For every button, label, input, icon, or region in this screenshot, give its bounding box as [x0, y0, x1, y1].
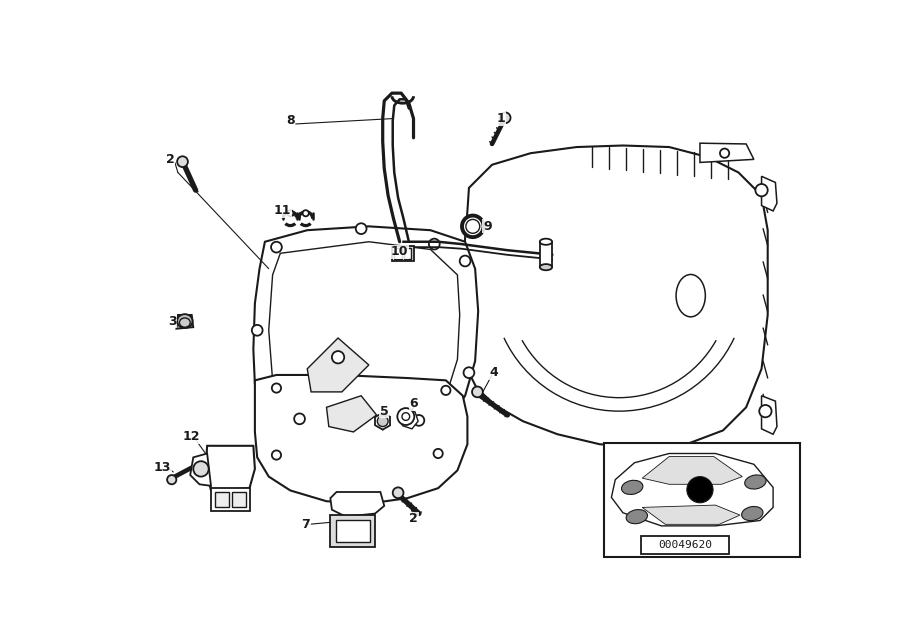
Ellipse shape	[626, 509, 647, 524]
Bar	[211, 488, 249, 511]
Text: 6: 6	[410, 397, 418, 410]
Circle shape	[466, 220, 480, 233]
Circle shape	[462, 215, 483, 237]
Circle shape	[397, 408, 414, 425]
Polygon shape	[540, 242, 552, 267]
Polygon shape	[761, 396, 777, 434]
Text: 8: 8	[286, 114, 294, 128]
Circle shape	[392, 488, 403, 498]
Circle shape	[434, 449, 443, 458]
Text: 4: 4	[490, 366, 498, 379]
Text: 00049620: 00049620	[658, 540, 712, 550]
Polygon shape	[461, 145, 768, 447]
Circle shape	[272, 384, 281, 392]
Text: 9: 9	[483, 220, 491, 233]
Ellipse shape	[742, 507, 763, 521]
Bar	[641, 536, 729, 554]
Circle shape	[167, 475, 176, 485]
Circle shape	[720, 149, 729, 158]
Circle shape	[252, 325, 263, 336]
Circle shape	[429, 239, 440, 250]
Polygon shape	[761, 177, 777, 211]
Polygon shape	[398, 410, 418, 429]
Text: 5: 5	[380, 404, 389, 418]
Ellipse shape	[540, 239, 552, 245]
Circle shape	[271, 242, 282, 253]
Polygon shape	[700, 143, 754, 163]
Bar	[330, 515, 375, 547]
Ellipse shape	[177, 314, 193, 328]
Circle shape	[356, 224, 366, 234]
Circle shape	[472, 387, 482, 398]
Circle shape	[332, 351, 344, 363]
Bar	[604, 443, 800, 558]
Text: 10: 10	[391, 245, 409, 258]
Ellipse shape	[744, 475, 766, 489]
Polygon shape	[643, 457, 742, 485]
Polygon shape	[330, 492, 384, 517]
Circle shape	[441, 385, 451, 395]
Circle shape	[500, 112, 510, 123]
Polygon shape	[176, 315, 194, 329]
Polygon shape	[611, 453, 773, 526]
Polygon shape	[327, 396, 376, 432]
Circle shape	[413, 415, 424, 426]
Circle shape	[377, 416, 388, 427]
Bar	[232, 492, 246, 507]
Ellipse shape	[540, 264, 552, 271]
Polygon shape	[254, 226, 478, 424]
Text: 3: 3	[168, 314, 176, 328]
Text: 2: 2	[166, 153, 175, 166]
Circle shape	[464, 367, 474, 378]
Circle shape	[294, 413, 305, 424]
Circle shape	[755, 184, 768, 196]
Polygon shape	[269, 242, 460, 406]
Bar	[392, 246, 413, 261]
Text: 1: 1	[497, 112, 506, 125]
Circle shape	[302, 210, 309, 217]
Text: 13: 13	[154, 461, 171, 474]
Circle shape	[287, 210, 293, 217]
Circle shape	[272, 450, 281, 460]
Bar	[336, 521, 370, 542]
Polygon shape	[255, 375, 467, 504]
Bar	[394, 248, 402, 258]
Polygon shape	[190, 453, 211, 486]
Circle shape	[402, 413, 410, 420]
Text: 2: 2	[410, 512, 418, 525]
Bar	[403, 248, 411, 258]
Polygon shape	[205, 446, 255, 490]
Polygon shape	[643, 505, 740, 525]
Ellipse shape	[179, 318, 190, 327]
Circle shape	[460, 256, 471, 267]
Text: 11: 11	[274, 204, 292, 217]
Bar	[215, 492, 229, 507]
Ellipse shape	[622, 480, 643, 495]
Circle shape	[177, 156, 188, 167]
Circle shape	[760, 405, 771, 417]
Ellipse shape	[676, 274, 706, 317]
Circle shape	[687, 477, 713, 503]
Circle shape	[194, 461, 209, 477]
Text: 7: 7	[302, 518, 310, 531]
Text: 12: 12	[183, 430, 201, 443]
Polygon shape	[307, 338, 369, 392]
